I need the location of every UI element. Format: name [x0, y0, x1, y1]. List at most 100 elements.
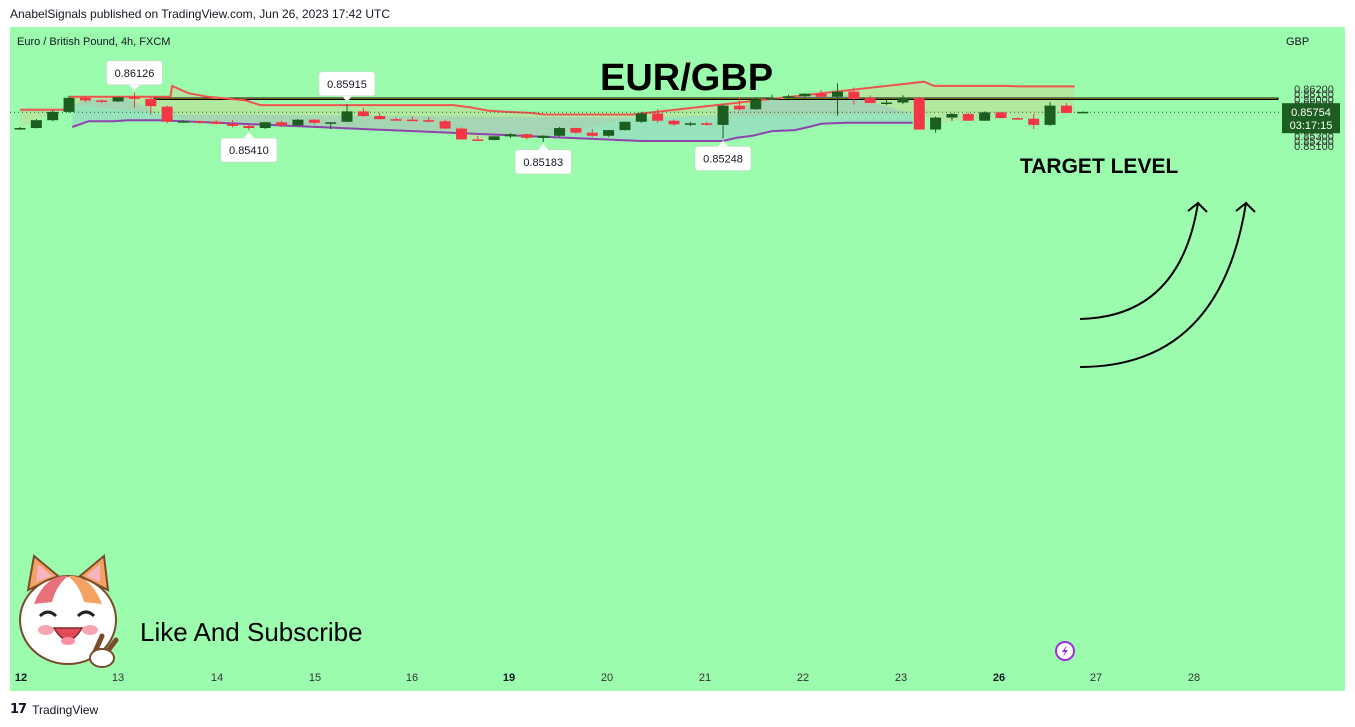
candle-body	[848, 91, 860, 99]
candle-body	[439, 121, 451, 129]
candle-body	[292, 119, 304, 126]
x-tick-label: 19	[503, 672, 515, 684]
candle	[995, 111, 1007, 119]
lightning-icon[interactable]	[1055, 641, 1075, 661]
candle-body	[47, 111, 59, 121]
candle-body	[570, 128, 582, 133]
price-callout: 0.86126	[106, 60, 163, 91]
like-subscribe-text: Like And Subscribe	[140, 617, 363, 647]
candle	[341, 104, 353, 123]
candle	[390, 117, 402, 121]
candle-body	[913, 97, 925, 130]
candle-body	[864, 97, 876, 104]
candle	[30, 119, 42, 129]
price-callout-text: 0.85410	[229, 145, 269, 157]
last-price-tag: 0.85754 03:17:15	[1282, 103, 1340, 134]
candle	[439, 119, 451, 130]
chart-frame[interactable]: 0.86126 0.85915 0.85410 0.85183 0.85248 0.86…	[10, 27, 1345, 691]
footer-brand[interactable]: 17 TradingView	[10, 702, 98, 717]
price-callout: 0.85248	[694, 140, 752, 171]
arrow-head	[1235, 201, 1256, 213]
price-callout-pointer	[538, 143, 549, 150]
candle-body	[554, 128, 566, 136]
candle-body	[733, 105, 745, 110]
x-tick-label: 28	[1188, 672, 1200, 684]
price-callout: 0.85915	[318, 71, 376, 102]
candlestick-chart[interactable]: 0.86126 0.85915 0.85410 0.85183 0.85248 0.86…	[10, 27, 1345, 691]
candle-body	[227, 123, 239, 126]
candle-body	[930, 117, 942, 130]
candle	[79, 96, 91, 102]
candle-body	[14, 128, 26, 130]
x-tick-label: 12	[15, 672, 27, 684]
arrow-head	[1187, 201, 1208, 213]
candle	[96, 99, 108, 104]
lower-band-line	[71, 119, 913, 142]
candle-body	[259, 122, 271, 128]
candle	[1011, 117, 1023, 120]
price-callout-text: 0.85248	[703, 154, 743, 166]
candle-body	[341, 111, 353, 122]
candle-body	[194, 121, 206, 123]
candle-body	[652, 113, 664, 121]
candle	[128, 92, 140, 108]
candle	[619, 121, 631, 131]
candle	[881, 97, 893, 106]
candle-body	[1060, 105, 1072, 113]
projection-arrow	[1079, 202, 1247, 368]
candle-body	[128, 97, 140, 99]
target-level-label: TARGET LEVEL	[1020, 155, 1178, 178]
candle	[864, 95, 876, 104]
candle-body	[897, 97, 909, 103]
candle-body	[96, 100, 108, 102]
currency-label: GBP	[1286, 36, 1309, 48]
candle-body	[390, 119, 402, 121]
candle-body	[799, 93, 811, 97]
candle-body	[210, 121, 222, 124]
candle-body	[374, 116, 386, 120]
x-tick-label: 15	[309, 672, 321, 684]
candle-body	[603, 130, 615, 136]
candle	[423, 117, 435, 123]
candle	[913, 96, 925, 130]
candle-body	[63, 97, 75, 112]
price-callout-pointer	[243, 132, 254, 139]
candle-body	[962, 113, 974, 121]
x-tick-label: 26	[993, 672, 1005, 684]
candle	[537, 135, 549, 143]
candles-layer	[14, 83, 1089, 143]
publish-caption: AnabelSignals published on TradingView.c…	[10, 7, 391, 21]
candle	[227, 120, 239, 128]
candle	[374, 112, 386, 120]
candle	[554, 126, 566, 137]
candle-body	[112, 97, 124, 102]
candle-body	[178, 121, 189, 123]
candle-body	[488, 136, 500, 140]
candle-body	[815, 93, 827, 97]
candle	[14, 126, 26, 131]
arrows-layer	[1079, 201, 1256, 368]
candle	[1077, 111, 1089, 114]
candle	[782, 94, 794, 101]
last-price-value: 0.85754	[1291, 107, 1331, 119]
candle	[455, 127, 467, 140]
candle	[701, 121, 713, 126]
candle	[962, 112, 974, 121]
candle	[488, 136, 500, 141]
x-tick-label: 13	[112, 672, 124, 684]
price-callout-pointer	[718, 140, 729, 147]
candle	[750, 98, 762, 110]
candle-body	[30, 120, 42, 128]
y-tick-label: 0.86100	[1294, 89, 1334, 101]
candle-body	[325, 122, 337, 124]
candle-body	[243, 125, 255, 128]
candle-body	[161, 106, 173, 122]
candle	[946, 112, 958, 121]
upper-band-line	[20, 80, 1075, 116]
price-callout-text: 0.86126	[115, 68, 155, 80]
candle-body	[1028, 118, 1040, 125]
x-tick-label: 27	[1090, 672, 1102, 684]
candle-body	[766, 98, 778, 100]
x-tick-label: 14	[211, 672, 223, 684]
candle	[325, 122, 337, 130]
